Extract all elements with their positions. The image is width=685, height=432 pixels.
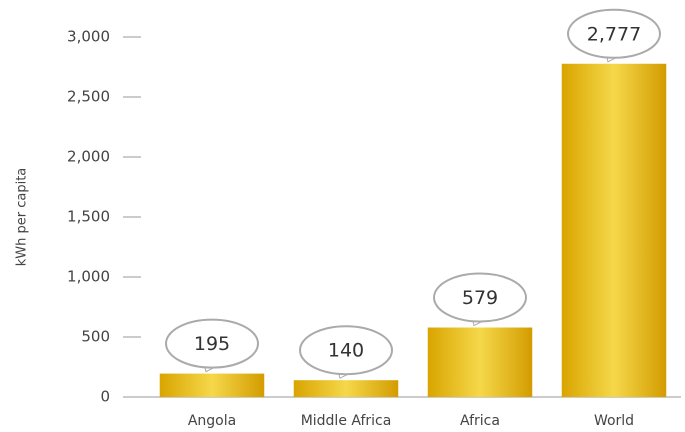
- y-tick-label: 2,500: [67, 88, 110, 106]
- x-tick-label: World: [594, 413, 634, 429]
- value-label: 2,777: [587, 23, 641, 45]
- bar: [160, 374, 265, 397]
- bar: [294, 380, 399, 397]
- chart: kWh per capita 0 500 1,000 1,500 2,000 2,500 3…: [0, 0, 685, 432]
- value-label: 195: [194, 333, 230, 355]
- y-tick-label: 3,000: [67, 28, 110, 46]
- x-tick-label: Angola: [188, 413, 236, 429]
- value-label: 579: [462, 287, 498, 309]
- x-tick-label: Middle Africa: [301, 413, 392, 429]
- bar: [428, 328, 533, 397]
- value-label: 140: [328, 340, 364, 362]
- y-tick-label: 1,500: [67, 208, 110, 226]
- x-tick-label: Africa: [460, 413, 500, 429]
- y-axis-label: kWh per capita: [15, 168, 30, 267]
- y-tick-label: 0: [100, 388, 110, 406]
- y-tick-label: 1,000: [67, 268, 110, 286]
- y-tick-label: 2,000: [67, 148, 110, 166]
- bar: [562, 64, 667, 397]
- y-tick-label: 500: [81, 328, 110, 346]
